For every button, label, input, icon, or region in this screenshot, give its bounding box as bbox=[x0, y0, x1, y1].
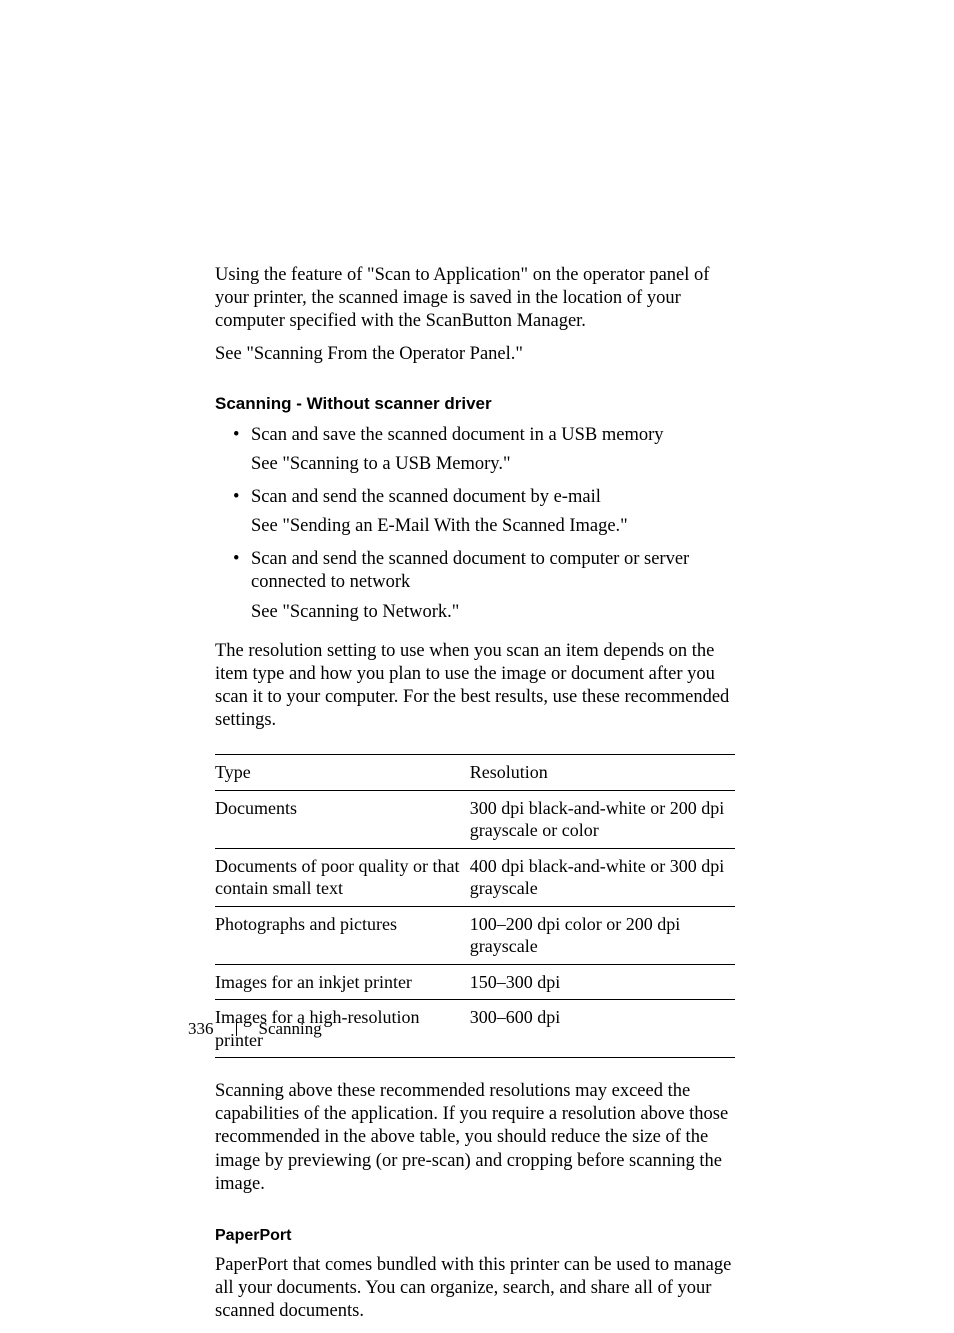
bullet-item: Scan and send the scanned document by e-… bbox=[215, 486, 735, 538]
cell-type: Images for an inkjet printer bbox=[215, 964, 470, 1000]
cell-resolution: 150–300 dpi bbox=[470, 964, 735, 1000]
cell-resolution: 300–600 dpi bbox=[470, 1000, 735, 1058]
after-table-paragraph: Scanning above these recommended resolut… bbox=[215, 1080, 735, 1196]
bullet-item: Scan and save the scanned document in a … bbox=[215, 424, 735, 476]
cell-type: Documents bbox=[215, 790, 470, 848]
bullet-item: Scan and send the scanned document to co… bbox=[215, 548, 735, 623]
page-number: 336 bbox=[188, 1018, 214, 1039]
cell-type: Photographs and pictures bbox=[215, 906, 470, 964]
footer-separator bbox=[236, 1020, 237, 1036]
heading-without-driver: Scanning - Without scanner driver bbox=[215, 393, 735, 414]
intro-see-ref: See "Scanning From the Operator Panel." bbox=[215, 343, 735, 366]
table-row: Documents 300 dpi black-and-white or 200… bbox=[215, 790, 735, 848]
table-header-resolution: Resolution bbox=[470, 755, 735, 791]
table-header-type: Type bbox=[215, 755, 470, 791]
page: Using the feature of "Scan to Applicatio… bbox=[0, 0, 954, 1235]
bullet-line: Scan and send the scanned document by e-… bbox=[251, 486, 735, 509]
heading-paperport: PaperPort bbox=[215, 1226, 735, 1246]
table-row: Documents of poor quality or that contai… bbox=[215, 848, 735, 906]
bullet-line: Scan and send the scanned document to co… bbox=[251, 548, 735, 594]
bullet-line: Scan and save the scanned document in a … bbox=[251, 424, 735, 447]
resolution-table: Type Resolution Documents 300 dpi black-… bbox=[215, 754, 735, 1058]
bullet-see-ref: See "Scanning to Network." bbox=[251, 601, 735, 624]
table-row: Images for an inkjet printer 150–300 dpi bbox=[215, 964, 735, 1000]
footer-section-title: Scanning bbox=[259, 1018, 322, 1039]
table-row: Photographs and pictures 100–200 dpi col… bbox=[215, 906, 735, 964]
cell-type: Documents of poor quality or that contai… bbox=[215, 848, 470, 906]
paperport-paragraph: PaperPort that comes bundled with this p… bbox=[215, 1254, 735, 1323]
cell-resolution: 400 dpi black-and-white or 300 dpi grays… bbox=[470, 848, 735, 906]
table-header-row: Type Resolution bbox=[215, 755, 735, 791]
page-footer: 336 Scanning bbox=[188, 1018, 322, 1039]
cell-resolution: 100–200 dpi color or 200 dpi grayscale bbox=[470, 906, 735, 964]
cell-resolution: 300 dpi black-and-white or 200 dpi grays… bbox=[470, 790, 735, 848]
bullet-list: Scan and save the scanned document in a … bbox=[215, 424, 735, 624]
bullet-see-ref: See "Scanning to a USB Memory." bbox=[251, 453, 735, 476]
content-column: Using the feature of "Scan to Applicatio… bbox=[215, 264, 735, 1333]
bullet-see-ref: See "Sending an E-Mail With the Scanned … bbox=[251, 515, 735, 538]
resolution-intro: The resolution setting to use when you s… bbox=[215, 640, 735, 733]
intro-paragraph-1: Using the feature of "Scan to Applicatio… bbox=[215, 264, 735, 333]
